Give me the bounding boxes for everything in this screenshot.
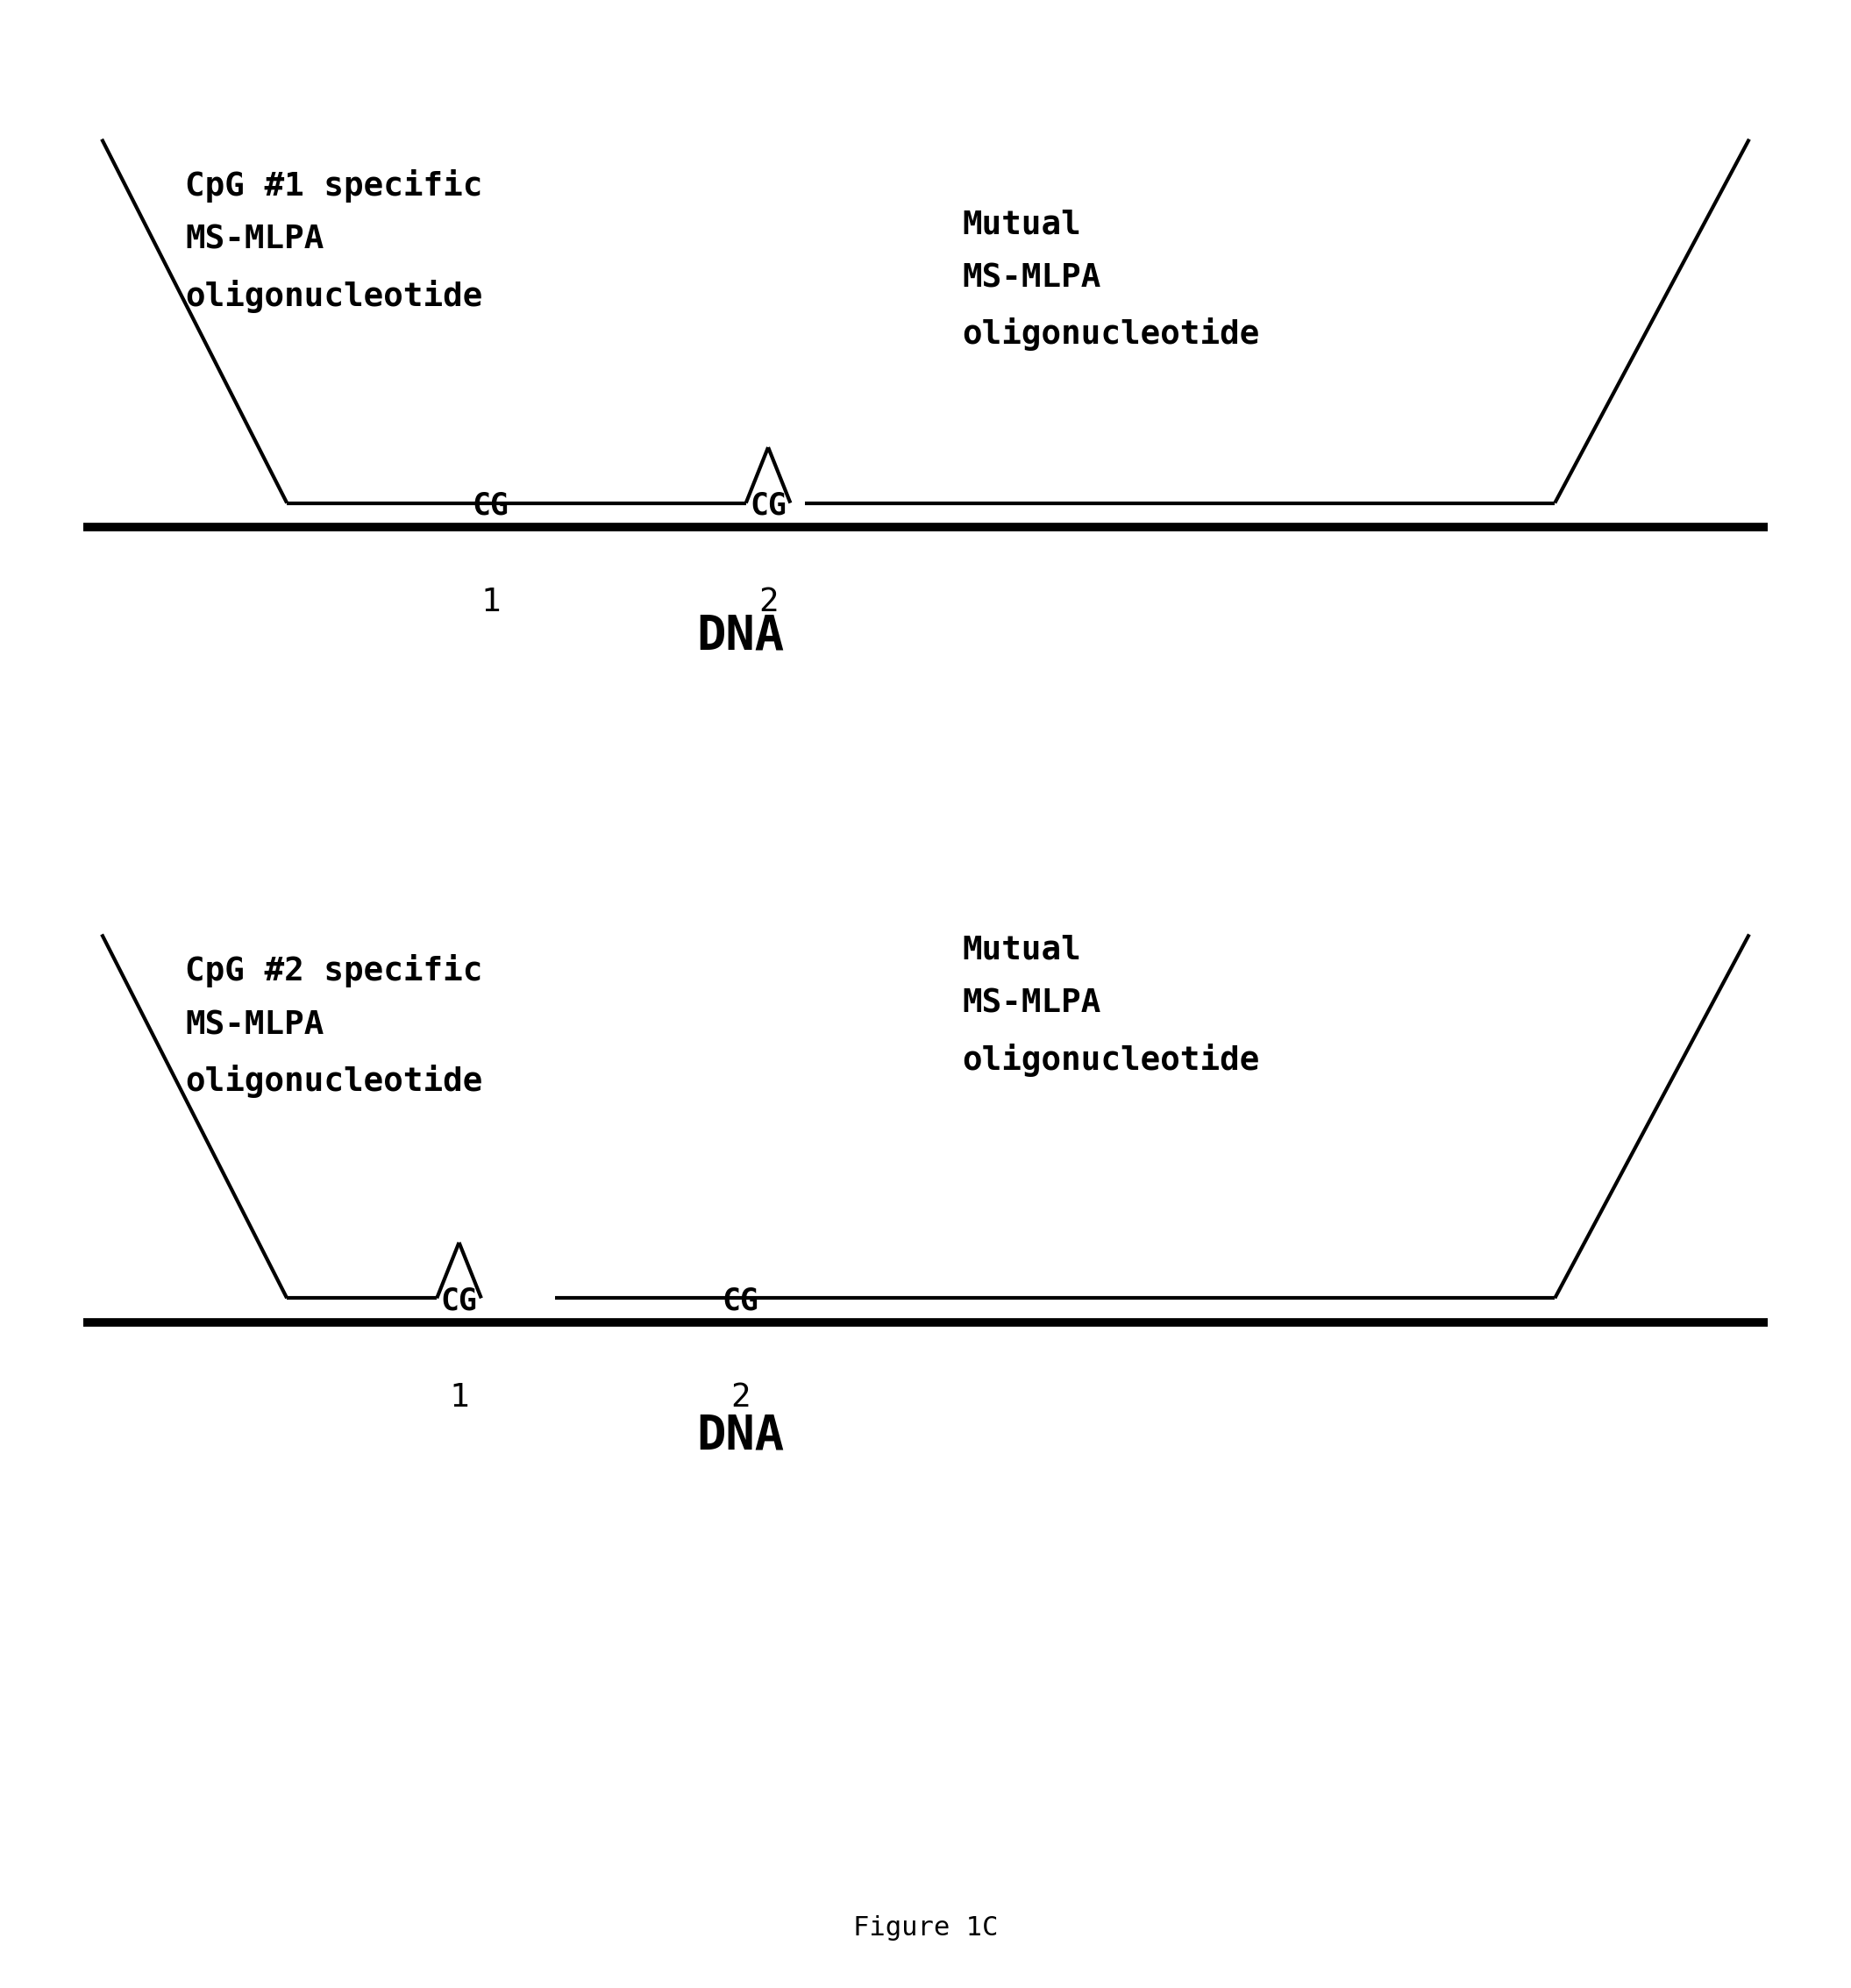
Text: Mutual
MS-MLPA
oligonucleotide: Mutual MS-MLPA oligonucleotide [963, 209, 1261, 352]
Text: CG: CG [750, 491, 787, 521]
Text: 1: 1 [481, 586, 500, 618]
Text: DNA: DNA [696, 612, 785, 660]
Text: CG: CG [722, 1286, 759, 1316]
Text: CG: CG [472, 491, 509, 521]
Text: CG: CG [441, 1286, 478, 1316]
Text: CpG #2 specific
MS-MLPA
oligonucleotide: CpG #2 specific MS-MLPA oligonucleotide [185, 954, 483, 1097]
Text: CpG #1 specific
MS-MLPA
oligonucleotide: CpG #1 specific MS-MLPA oligonucleotide [185, 169, 483, 312]
Text: Mutual
MS-MLPA
oligonucleotide: Mutual MS-MLPA oligonucleotide [963, 934, 1261, 1077]
Text: DNA: DNA [696, 1411, 785, 1459]
Text: 2: 2 [731, 1382, 750, 1413]
Text: Figure 1C: Figure 1C [853, 1916, 998, 1940]
Text: 2: 2 [759, 586, 777, 618]
Text: 1: 1 [450, 1382, 468, 1413]
